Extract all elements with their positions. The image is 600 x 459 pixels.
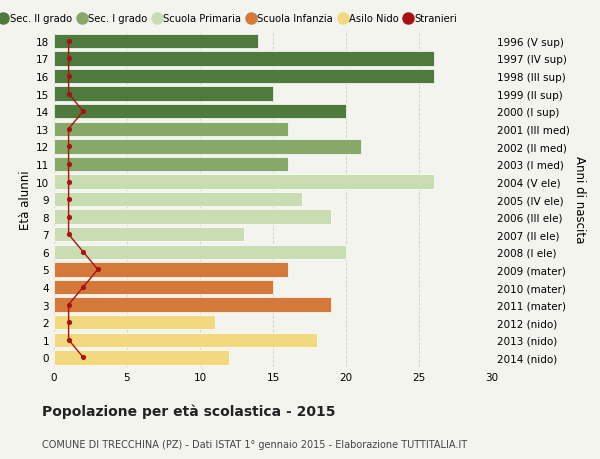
Y-axis label: Età alunni: Età alunni [19,170,32,230]
Bar [54,87,273,101]
Bar [54,140,361,154]
Point [64,126,73,133]
Bar [54,34,259,49]
Bar [54,52,434,67]
Legend: Sec. II grado, Sec. I grado, Scuola Primaria, Scuola Infanzia, Asilo Nido, Stran: Sec. II grado, Sec. I grado, Scuola Prim… [0,10,461,28]
Bar [54,192,302,207]
Point [79,108,88,116]
Text: Popolazione per età scolastica - 2015: Popolazione per età scolastica - 2015 [42,404,335,419]
Point [79,249,88,256]
Point [64,196,73,203]
Bar [54,122,287,137]
Point [64,56,73,63]
Point [64,91,73,98]
Point [64,319,73,326]
Point [64,179,73,186]
Text: COMUNE DI TRECCHINA (PZ) - Dati ISTAT 1° gennaio 2015 - Elaborazione TUTTITALIA.: COMUNE DI TRECCHINA (PZ) - Dati ISTAT 1°… [42,440,467,449]
Bar [54,315,215,330]
Point [64,336,73,344]
Point [79,354,88,361]
Bar [54,210,331,224]
Point [64,301,73,308]
Point [64,213,73,221]
Point [64,161,73,168]
Point [79,284,88,291]
Bar [54,175,434,189]
Point [64,38,73,45]
Bar [54,298,331,312]
Point [93,266,103,274]
Bar [54,263,287,277]
Bar [54,333,317,347]
Point [64,231,73,238]
Bar [54,245,346,259]
Point [64,143,73,151]
Point [64,73,73,80]
Y-axis label: Anni di nascita: Anni di nascita [574,156,586,243]
Bar [54,157,287,172]
Bar [54,350,229,365]
Bar [54,70,434,84]
Bar [54,280,273,295]
Bar [54,228,244,242]
Bar [54,105,346,119]
